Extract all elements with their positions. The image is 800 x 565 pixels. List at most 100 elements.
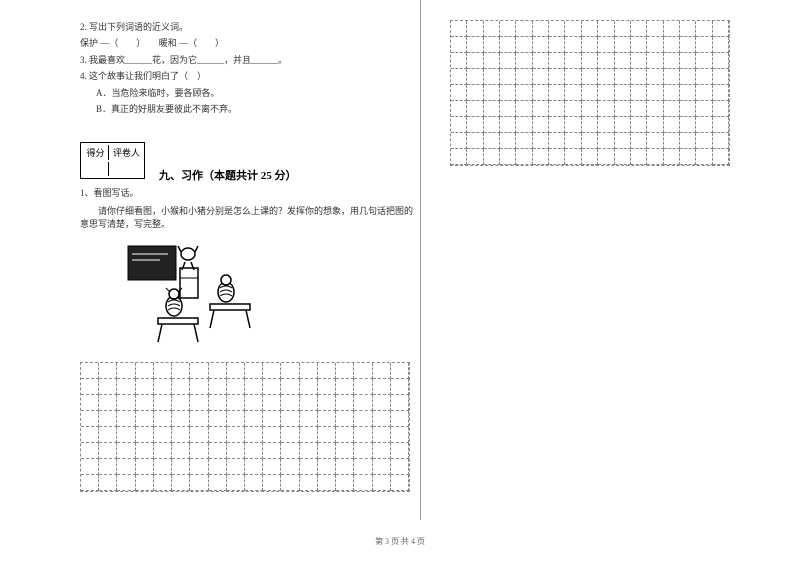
- grid-cell: [209, 443, 227, 459]
- grid-cell: [549, 149, 565, 165]
- grid-cell: [713, 69, 729, 85]
- grid-cell: [81, 443, 99, 459]
- grid-cell: [227, 363, 245, 379]
- grid-cell: [696, 53, 712, 69]
- grid-cell: [209, 459, 227, 475]
- grid-cell: [373, 427, 391, 443]
- grid-cell: [318, 395, 336, 411]
- grid-cell: [81, 379, 99, 395]
- grid-cell: [615, 149, 631, 165]
- grid-cell: [451, 53, 467, 69]
- grid-cell: [172, 411, 190, 427]
- grid-cell: [680, 85, 696, 101]
- grid-cell: [467, 21, 483, 37]
- score-header-2: 评卷人: [111, 145, 142, 160]
- grid-cell: [565, 149, 581, 165]
- score-section: 得分 评卷人 九、习作（本题共计 25 分）: [80, 118, 420, 183]
- grid-cell: [373, 363, 391, 379]
- grid-cell: [451, 21, 467, 37]
- grid-cell: [209, 363, 227, 379]
- grid-cell: [647, 149, 663, 165]
- score-table: 得分 评卷人: [80, 142, 145, 179]
- grid-cell: [354, 395, 372, 411]
- grid-cell: [631, 53, 647, 69]
- grid-cell: [647, 37, 663, 53]
- grid-cell: [136, 459, 154, 475]
- page-footer: 第 3 页 共 4 页: [0, 536, 800, 547]
- grid-cell: [582, 21, 598, 37]
- grid-cell: [484, 149, 500, 165]
- grid-cell: [647, 69, 663, 85]
- grid-cell: [373, 379, 391, 395]
- grid-cell: [484, 21, 500, 37]
- grid-cell: [631, 69, 647, 85]
- grid-cell: [136, 363, 154, 379]
- grid-cell: [680, 133, 696, 149]
- grid-cell: [500, 37, 516, 53]
- grid-cell: [391, 363, 409, 379]
- grid-cell: [664, 85, 680, 101]
- grid-cell: [582, 37, 598, 53]
- grid-cell: [391, 411, 409, 427]
- grid-cell: [680, 101, 696, 117]
- grid-cell: [467, 133, 483, 149]
- grid-cell: [696, 133, 712, 149]
- grid-cell: [99, 395, 117, 411]
- grid-cell: [373, 411, 391, 427]
- grid-cell: [354, 379, 372, 395]
- grid-cell: [281, 475, 299, 491]
- grid-cell: [467, 37, 483, 53]
- grid-cell: [336, 459, 354, 475]
- grid-cell: [190, 427, 208, 443]
- grid-cell: [549, 133, 565, 149]
- section-9-title: 九、习作（本题共计 25 分）: [159, 167, 297, 183]
- grid-cell: [209, 411, 227, 427]
- grid-cell: [190, 379, 208, 395]
- grid-cell: [451, 101, 467, 117]
- grid-cell: [172, 475, 190, 491]
- grid-cell: [615, 69, 631, 85]
- grid-cell: [281, 395, 299, 411]
- section-9-desc: 请你仔细看图，小猴和小猪分别是怎么上课的？发挥你的想象，用几句话把图的意思写清楚…: [80, 205, 420, 232]
- grid-cell: [500, 133, 516, 149]
- grid-cell: [598, 149, 614, 165]
- grid-cell: [615, 53, 631, 69]
- grid-cell: [81, 475, 99, 491]
- grid-cell: [373, 395, 391, 411]
- grid-cell: [336, 363, 354, 379]
- grid-cell: [484, 117, 500, 133]
- grid-cell: [631, 85, 647, 101]
- grid-cell: [318, 427, 336, 443]
- grid-cell: [500, 101, 516, 117]
- grid-cell: [190, 411, 208, 427]
- writing-grid-left: [80, 362, 410, 492]
- grid-cell: [598, 37, 614, 53]
- left-column: 2. 写出下列词语的近义词。 保护 —（ ） 暖和 —（ ） 3. 我最喜欢__…: [80, 20, 420, 492]
- grid-cell: [565, 37, 581, 53]
- grid-cell: [680, 69, 696, 85]
- grid-cell: [81, 363, 99, 379]
- grid-cell: [263, 411, 281, 427]
- grid-cell: [598, 101, 614, 117]
- grid-cell: [190, 395, 208, 411]
- grid-cell: [391, 395, 409, 411]
- grid-cell: [318, 475, 336, 491]
- grid-cell: [354, 363, 372, 379]
- grid-cell: [696, 117, 712, 133]
- grid-cell: [117, 411, 135, 427]
- grid-cell: [281, 379, 299, 395]
- grid-cell: [209, 379, 227, 395]
- grid-cell: [354, 427, 372, 443]
- grid-cell: [533, 37, 549, 53]
- grid-cell: [680, 53, 696, 69]
- grid-cell: [117, 363, 135, 379]
- grid-cell: [533, 133, 549, 149]
- grid-cell: [227, 459, 245, 475]
- grid-cell: [484, 101, 500, 117]
- grid-cell: [664, 69, 680, 85]
- grid-cell: [516, 85, 532, 101]
- grid-cell: [209, 475, 227, 491]
- grid-cell: [664, 53, 680, 69]
- grid-cell: [467, 101, 483, 117]
- grid-cell: [565, 53, 581, 69]
